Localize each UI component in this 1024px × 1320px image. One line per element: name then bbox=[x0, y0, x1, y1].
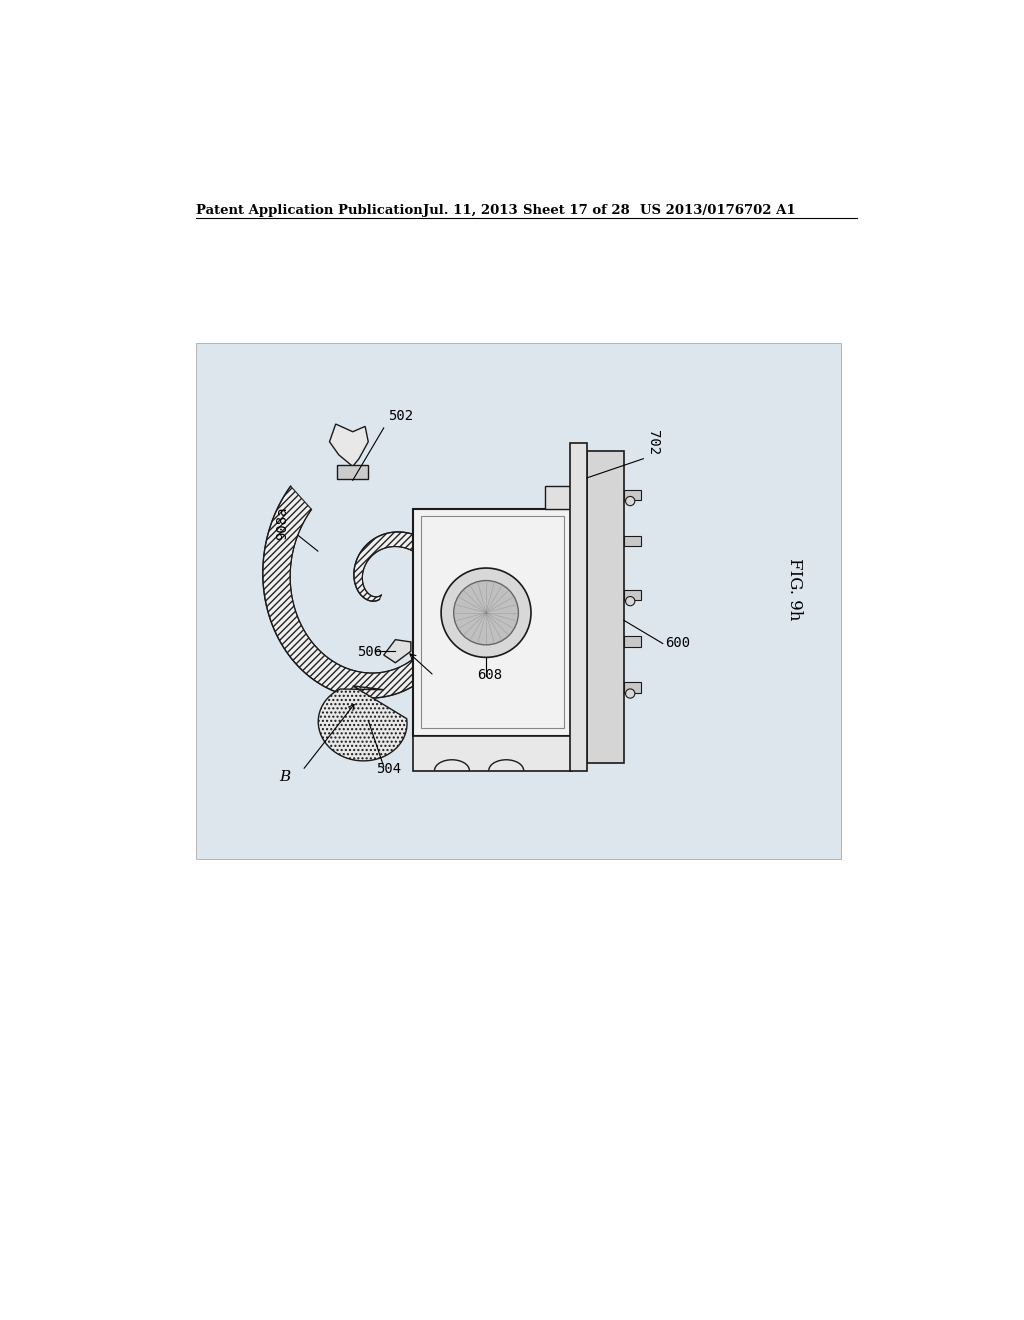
Circle shape bbox=[626, 689, 635, 698]
Bar bbox=[421, 516, 564, 729]
Polygon shape bbox=[330, 424, 369, 466]
Circle shape bbox=[626, 597, 635, 606]
Text: 702: 702 bbox=[646, 430, 659, 455]
Text: 908a: 908a bbox=[275, 507, 289, 540]
Text: 506: 506 bbox=[356, 645, 382, 659]
Circle shape bbox=[454, 581, 518, 645]
Bar bbox=[624, 636, 641, 647]
Text: FIG. 9h: FIG. 9h bbox=[786, 558, 803, 620]
Text: Sheet 17 of 28: Sheet 17 of 28 bbox=[523, 205, 630, 218]
Circle shape bbox=[626, 496, 635, 506]
Bar bbox=[587, 451, 624, 763]
Polygon shape bbox=[263, 486, 459, 698]
Text: Jul. 11, 2013: Jul. 11, 2013 bbox=[423, 205, 517, 218]
Text: 502: 502 bbox=[388, 409, 413, 424]
Polygon shape bbox=[318, 686, 407, 760]
Bar bbox=[414, 737, 572, 771]
Text: 504: 504 bbox=[376, 762, 401, 776]
Bar bbox=[624, 682, 641, 693]
Bar bbox=[545, 486, 572, 508]
Text: US 2013/0176702 A1: US 2013/0176702 A1 bbox=[640, 205, 795, 218]
Bar bbox=[569, 444, 587, 771]
Bar bbox=[624, 590, 641, 601]
Polygon shape bbox=[384, 640, 411, 663]
Bar bbox=[624, 536, 641, 546]
Text: 600: 600 bbox=[665, 636, 690, 649]
Text: Patent Application Publication: Patent Application Publication bbox=[197, 205, 423, 218]
Text: 608: 608 bbox=[477, 668, 502, 682]
Bar bbox=[197, 343, 841, 859]
Circle shape bbox=[441, 568, 531, 657]
Bar bbox=[624, 490, 641, 500]
Bar bbox=[414, 508, 572, 737]
Bar bbox=[337, 465, 369, 479]
Text: B: B bbox=[280, 770, 291, 784]
